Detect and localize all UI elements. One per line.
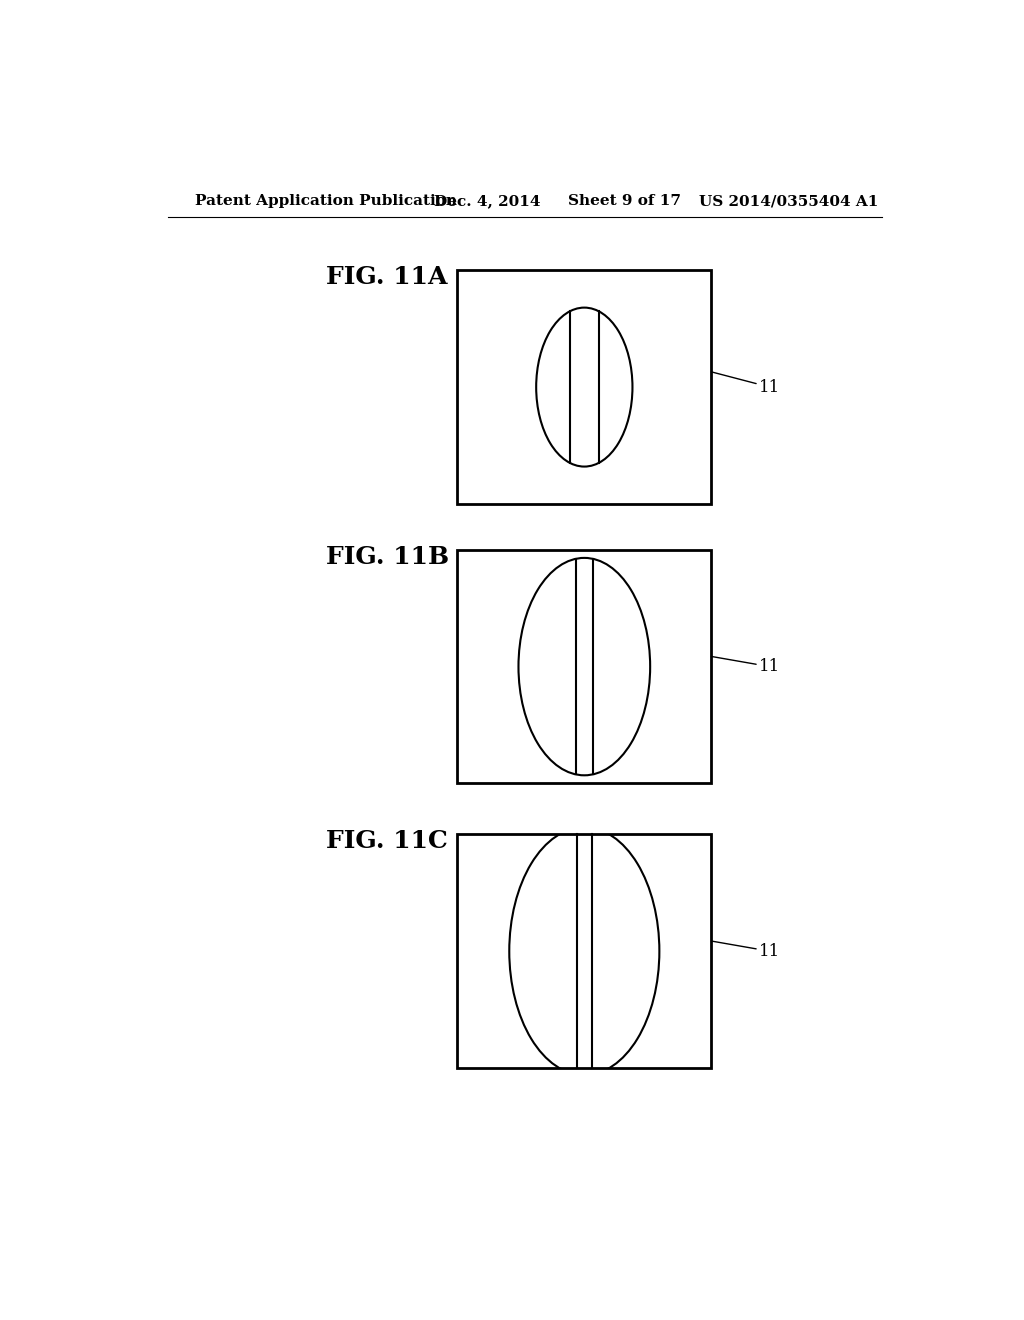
Bar	[458, 271, 712, 504]
Text: Patent Application Publication: Patent Application Publication	[196, 194, 458, 209]
Text: 11: 11	[712, 941, 780, 960]
Text: Sheet 9 of 17: Sheet 9 of 17	[568, 194, 681, 209]
Text: Dec. 4, 2014: Dec. 4, 2014	[433, 194, 540, 209]
Text: US 2014/0355404 A1: US 2014/0355404 A1	[699, 194, 879, 209]
Bar	[458, 834, 712, 1068]
Text: FIG. 11A: FIG. 11A	[327, 265, 447, 289]
Bar	[458, 549, 712, 784]
Bar	[458, 271, 712, 504]
Text: FIG. 11C: FIG. 11C	[327, 829, 449, 853]
Text: 11: 11	[712, 372, 780, 396]
Bar	[458, 834, 712, 1068]
Text: 11: 11	[712, 656, 780, 675]
Text: FIG. 11B: FIG. 11B	[327, 545, 450, 569]
Bar	[458, 549, 712, 784]
